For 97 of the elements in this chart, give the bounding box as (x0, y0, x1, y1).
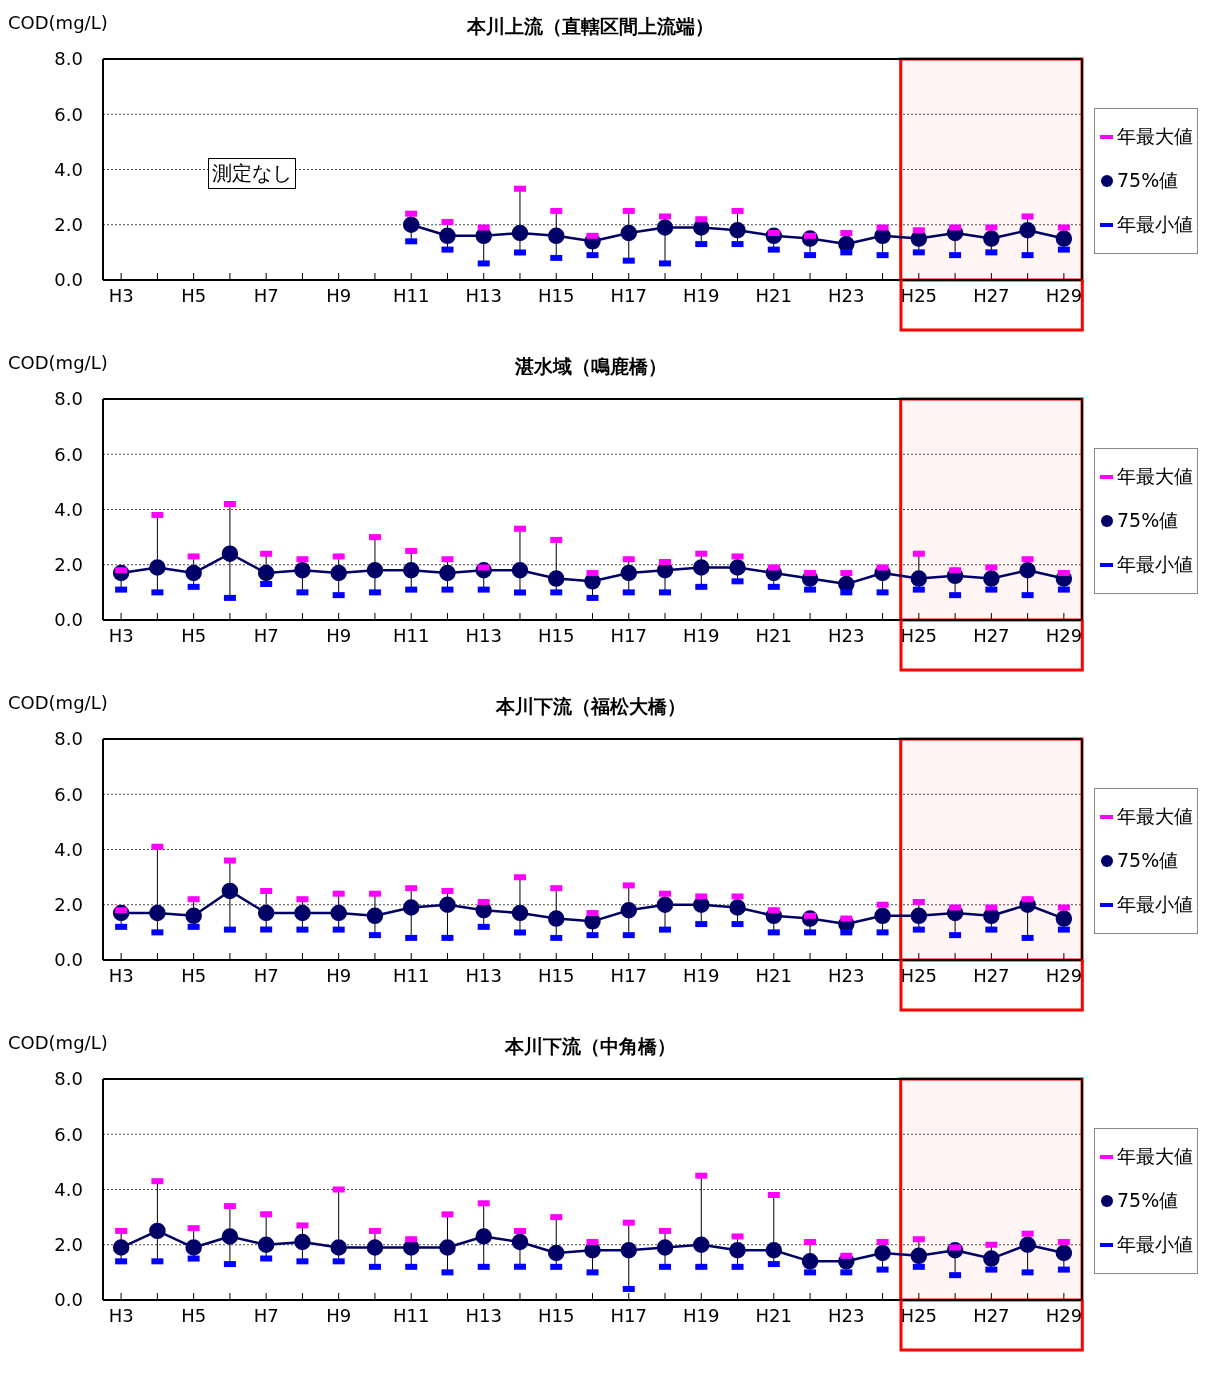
y-tick-label: 2.0 (54, 1234, 83, 1256)
x-tick-label: H15 (538, 624, 575, 646)
y-tick-label: 4.0 (54, 498, 83, 520)
x-tick-label: H15 (538, 1304, 575, 1326)
x-tick-label: H3 (108, 1304, 134, 1326)
x-tick-label: H27 (973, 624, 1010, 646)
legend-label: 年最小値 (1117, 212, 1193, 237)
x-tick-label: H29 (1045, 1304, 1083, 1326)
y-tick-label: 0.0 (54, 609, 83, 631)
x-tick-label: H23 (828, 284, 865, 306)
x-tick-label: H15 (538, 284, 575, 306)
x-tick-label: H27 (973, 284, 1010, 306)
x-tick-label: H13 (465, 624, 502, 646)
y-axis-title: COD(mg/L) (8, 1032, 108, 1053)
x-tick-label: H29 (1045, 624, 1083, 646)
x-tick-label: H5 (181, 964, 207, 986)
y-tick-label: 4.0 (54, 1178, 83, 1200)
legend-label: 年最大値 (1117, 804, 1193, 829)
x-tick-label: H15 (538, 964, 575, 986)
y-tick-label: 0.0 (54, 949, 83, 971)
x-tick-label: H3 (108, 284, 134, 306)
y-tick-label: 8.0 (54, 388, 83, 410)
x-tick-label: H7 (253, 964, 279, 986)
x-tick-label: H3 (108, 624, 134, 646)
x-tick-label: H19 (683, 624, 720, 646)
legend-label: 年最小値 (1117, 1232, 1193, 1257)
legend-label: 75%値 (1117, 508, 1179, 533)
legend-label: 年最小値 (1117, 892, 1193, 917)
legend-label: 年最大値 (1117, 1144, 1193, 1169)
x-tick-label: H3 (108, 964, 134, 986)
x-tick-label: H25 (900, 284, 938, 306)
x-tick-label: H17 (610, 624, 647, 646)
chart-title: 湛水域（鳴鹿橋） (514, 355, 667, 377)
x-tick-label: H25 (900, 964, 938, 986)
y-tick-label: 4.0 (54, 838, 83, 860)
chart-title: 本川上流（直轄区間上流端） (467, 15, 714, 37)
y-axis-title: COD(mg/L) (8, 692, 108, 713)
y-tick-label: 8.0 (54, 48, 83, 70)
y-tick-label: 6.0 (54, 783, 83, 805)
y-tick-label: 8.0 (54, 728, 83, 750)
x-tick-label: H9 (326, 964, 352, 986)
x-tick-label: H23 (828, 1304, 865, 1326)
x-tick-label: H13 (465, 1304, 502, 1326)
x-tick-label: H5 (181, 1304, 207, 1326)
y-tick-label: 4.0 (54, 158, 83, 180)
legend-label: 年最大値 (1117, 124, 1193, 149)
legend-label: 75%値 (1117, 848, 1179, 873)
x-tick-label: H11 (392, 624, 430, 646)
x-tick-label: H7 (253, 1304, 279, 1326)
y-tick-label: 0.0 (54, 269, 83, 291)
y-axis-title: COD(mg/L) (8, 12, 108, 33)
y-tick-label: 6.0 (54, 103, 83, 125)
y-tick-label: 2.0 (54, 554, 83, 576)
x-tick-label: H19 (683, 1304, 720, 1326)
y-tick-label: 2.0 (54, 894, 83, 916)
x-tick-label: H9 (326, 1304, 352, 1326)
x-tick-label: H27 (973, 1304, 1010, 1326)
x-tick-label: H21 (755, 284, 793, 306)
annotation: 測定なし (208, 158, 296, 189)
x-tick-label: H11 (392, 1304, 430, 1326)
x-tick-label: H5 (181, 624, 207, 646)
legend-label: 年最小値 (1117, 552, 1193, 577)
x-tick-label: H7 (253, 284, 279, 306)
x-tick-label: H23 (828, 624, 865, 646)
y-axis-title: COD(mg/L) (8, 352, 108, 373)
x-tick-label: H7 (253, 624, 279, 646)
x-tick-label: H19 (683, 284, 720, 306)
y-tick-label: 6.0 (54, 443, 83, 465)
x-tick-label: H25 (900, 624, 938, 646)
y-tick-label: 6.0 (54, 1123, 83, 1145)
x-tick-label: H27 (973, 964, 1010, 986)
legend-label: 年最大値 (1117, 464, 1193, 489)
x-tick-label: H17 (610, 1304, 647, 1326)
x-tick-label: H29 (1045, 284, 1083, 306)
x-tick-label: H5 (181, 284, 207, 306)
legend-label: 75%値 (1117, 1188, 1179, 1213)
x-tick-label: H17 (610, 284, 647, 306)
x-tick-label: H21 (755, 624, 793, 646)
y-tick-label: 2.0 (54, 214, 83, 236)
x-tick-label: H11 (392, 284, 430, 306)
x-tick-label: H23 (828, 964, 865, 986)
chart-title: 本川下流（福松大橋） (495, 695, 686, 717)
x-tick-label: H21 (755, 1304, 793, 1326)
x-tick-label: H21 (755, 964, 793, 986)
y-tick-label: 8.0 (54, 1068, 83, 1090)
legend-label: 75%値 (1117, 168, 1179, 193)
y-tick-label: 0.0 (54, 1289, 83, 1311)
chart-title: 本川下流（中角橋） (505, 1035, 676, 1057)
x-tick-label: H19 (683, 964, 720, 986)
x-tick-label: H17 (610, 964, 647, 986)
x-tick-label: H13 (465, 964, 502, 986)
x-tick-label: H29 (1045, 964, 1083, 986)
x-tick-label: H13 (465, 284, 502, 306)
x-tick-label: H9 (326, 624, 352, 646)
x-tick-label: H11 (392, 964, 430, 986)
x-tick-label: H25 (900, 1304, 938, 1326)
x-tick-label: H9 (326, 284, 352, 306)
